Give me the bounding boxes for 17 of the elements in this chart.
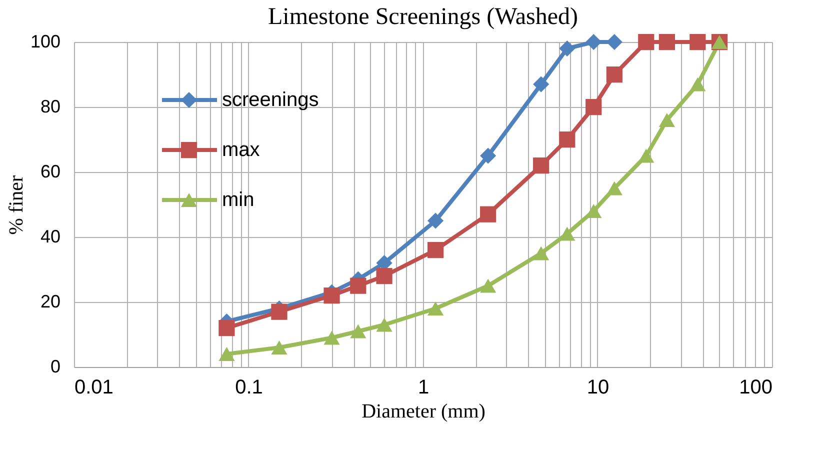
x-tick-label: 0.01	[74, 376, 114, 398]
x-tick-label: 10	[586, 376, 610, 398]
y-tick-label: 80	[40, 96, 60, 116]
x-tick-label: 0.1	[235, 376, 263, 398]
y-tick-label: 40	[40, 226, 60, 246]
y-tick-label: 60	[40, 162, 60, 182]
legend-label: max	[222, 139, 260, 161]
chart-title: Limestone Screenings (Washed)	[268, 4, 578, 30]
y-tick-label: 100	[30, 32, 60, 52]
y-axis-title: % finer	[5, 174, 28, 235]
x-tick-label: 1	[418, 376, 430, 398]
x-tick-label: 100	[739, 376, 772, 398]
y-tick-label: 20	[40, 292, 60, 312]
y-tick-label: 0	[50, 356, 60, 376]
legend-label: min	[222, 189, 254, 211]
x-axis-title: Diameter (mm)	[362, 400, 486, 422]
legend-label: screenings	[222, 89, 319, 111]
